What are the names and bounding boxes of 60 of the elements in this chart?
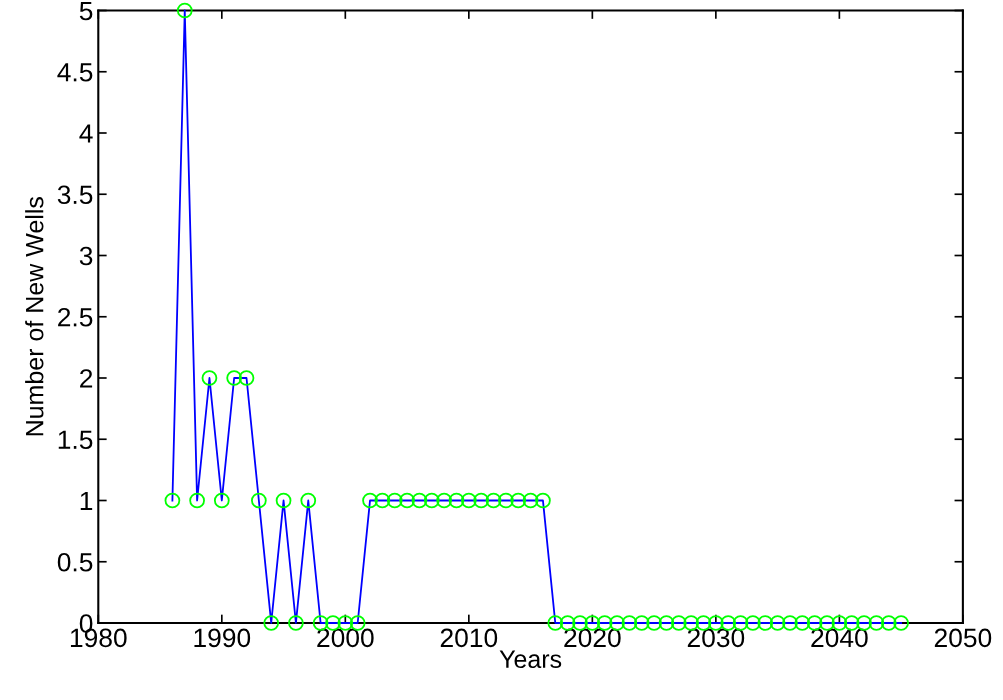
x-tick-label: 2000 [317,628,374,648]
point [473,492,490,509]
y-axis-title: Number of New Wells [25,197,44,436]
point [300,492,317,509]
point [745,615,761,631]
x-tick-label: 2050 [934,628,992,648]
point [621,615,638,631]
point [423,492,440,509]
point [510,492,527,509]
point [275,492,292,509]
y-tick-label: 4.5 [57,63,93,82]
y-tick-label: 5 [79,1,93,21]
x-axis-title: Years [499,650,562,669]
point [362,492,378,509]
point [448,492,465,509]
point [460,492,477,509]
point [757,615,774,631]
point [522,492,539,509]
point [535,492,551,509]
point [238,370,255,386]
point [213,492,230,509]
y-tick-label: 1.5 [58,430,93,450]
point [782,615,798,631]
y-tick-label: 3.5 [57,185,93,205]
point [411,492,428,509]
point [436,492,452,509]
x-tick-label: 2020 [564,628,621,648]
point [176,2,193,19]
y-tick-label: 3 [79,246,93,266]
point [263,615,280,631]
x-tick-label: 2030 [687,628,745,648]
point [374,492,391,509]
point [386,492,403,509]
x-tick-label: 1990 [194,628,251,648]
point [201,370,218,386]
point [251,492,267,509]
point [646,615,662,631]
y-tick-label: 2.5 [58,307,93,327]
point [498,492,514,509]
y-tick-label: 0.5 [57,552,93,572]
x-tick-label: 2040 [811,628,868,648]
y-tick-label: 4 [79,124,93,143]
y-tick-label: 2 [80,369,93,388]
x-tick-label: 2010 [440,628,498,648]
point [658,615,675,631]
point [893,615,909,631]
point [547,615,564,631]
point [880,615,897,631]
point [633,615,650,631]
point [794,615,811,631]
point [288,615,304,631]
point [164,492,181,509]
point [226,370,243,386]
y-tick-label: 1 [80,491,93,511]
point [769,615,786,631]
point [485,492,502,509]
point [670,615,687,631]
point [189,492,205,509]
point [399,492,415,509]
point [868,615,885,631]
